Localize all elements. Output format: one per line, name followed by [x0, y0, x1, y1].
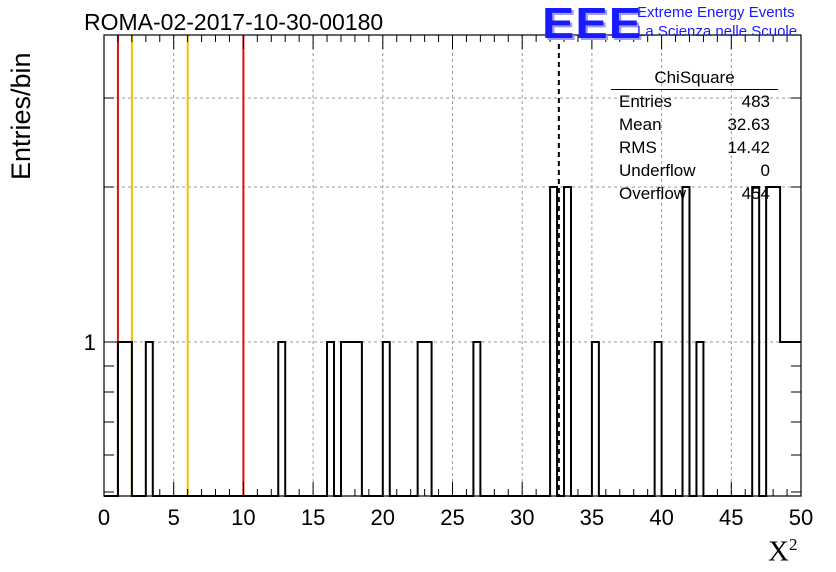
histogram-bar [592, 342, 599, 496]
stats-label: RMS [619, 136, 657, 159]
stats-value: 483 [742, 90, 770, 113]
x-tick-label: 0 [98, 505, 110, 530]
stats-row-overflow: Overflow 454 [611, 182, 778, 205]
reference-lines [118, 35, 243, 496]
histogram-bar [125, 342, 132, 496]
stats-row-entries: Entries 483 [611, 90, 778, 113]
stats-value: 454 [742, 182, 770, 205]
x-tick-label: 40 [649, 505, 673, 530]
stats-value: 32.63 [727, 113, 770, 136]
stats-title: ChiSquare [611, 68, 778, 90]
histogram-bar [348, 342, 355, 496]
x-axis-label-base: X [768, 536, 789, 568]
stats-value: 14.42 [727, 136, 770, 159]
histogram-bar [794, 342, 801, 496]
x-tick-label: 30 [510, 505, 534, 530]
stats-row-rms: RMS 14.42 [611, 136, 778, 159]
x-axis-label: X2 [768, 535, 797, 569]
histogram-bar [383, 342, 390, 496]
x-tick-label: 5 [168, 505, 180, 530]
histogram-bar [418, 342, 425, 496]
eee-logo: EEE [542, 4, 642, 44]
x-tick-label: 20 [371, 505, 395, 530]
histogram-bar [278, 342, 285, 496]
logo-subtitle-line2: La Scienza nelle Scuole [637, 23, 797, 40]
histogram-bar [327, 342, 334, 496]
x-tick-label: 25 [440, 505, 464, 530]
y-axis-label: Entries/bin [6, 52, 37, 180]
histogram-bar [655, 342, 662, 496]
y-tick-label: 1 [84, 330, 96, 355]
stats-box: ChiSquare Entries 483 Mean 32.63 RMS 14.42 … [611, 68, 778, 205]
stats-label: Mean [619, 113, 662, 136]
histogram-bar [787, 342, 794, 496]
stats-label: Overflow [619, 182, 686, 205]
stats-value: 0 [761, 159, 770, 182]
histogram-bar [355, 342, 362, 496]
stats-row-mean: Mean 32.63 [611, 113, 778, 136]
x-tick-label: 15 [301, 505, 325, 530]
histogram-bar [780, 342, 787, 496]
histogram-bar [146, 342, 153, 496]
logo-subtitle-line1: Extreme Energy Events [637, 4, 795, 21]
histogram-bar [341, 342, 348, 496]
stats-row-underflow: Underflow 0 [611, 159, 778, 182]
histogram-bar [118, 342, 125, 496]
histogram-bar [473, 342, 480, 496]
stats-label: Entries [619, 90, 672, 113]
stats-label: Underflow [619, 159, 696, 182]
x-tick-label: 45 [719, 505, 743, 530]
x-tick-label: 35 [580, 505, 604, 530]
x-tick-label: 10 [231, 505, 255, 530]
histogram-bar [696, 342, 703, 496]
histogram-bar [425, 342, 432, 496]
plot-title: ROMA-02-2017-10-30-00180 [84, 9, 383, 36]
x-tick-label: 50 [789, 505, 813, 530]
x-axis-label-sup: 2 [789, 535, 798, 554]
